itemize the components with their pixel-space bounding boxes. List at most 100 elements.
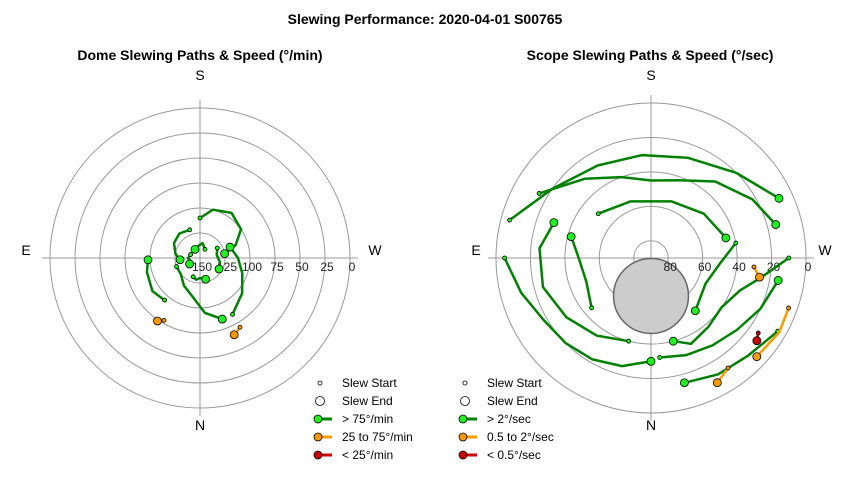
scope-tick-label: 60 bbox=[698, 260, 712, 274]
scope-slew-end-point bbox=[549, 218, 559, 228]
scope-slew-end-point bbox=[668, 336, 678, 346]
dome-slew-end-point bbox=[225, 242, 235, 252]
scope-legend-marker-medium bbox=[458, 432, 468, 442]
scope-slew-end-point bbox=[566, 232, 576, 242]
dome-slew-start-point bbox=[174, 264, 179, 269]
scope-chart-title: Scope Slewing Paths & Speed (°/sec) bbox=[527, 47, 774, 63]
dome-direction-bottom: N bbox=[195, 417, 205, 433]
dome-slew-path bbox=[228, 245, 244, 316]
dome-tick-label: 0 bbox=[349, 260, 356, 274]
scope-slew-end-point bbox=[752, 352, 762, 362]
scope-slew-path bbox=[537, 175, 778, 226]
dome-legend-label-start: Slew Start bbox=[342, 376, 397, 390]
dome-slew-start-point bbox=[214, 245, 220, 251]
scope-tick-label: 80 bbox=[664, 260, 678, 274]
dome-polar-plot: 150 125 100 75 50 25 0 bbox=[42, 100, 358, 416]
dome-slew-end-point bbox=[175, 255, 185, 265]
dome-legend-marker-slow bbox=[313, 450, 323, 460]
scope-polar-plot: 80 60 40 20 0 bbox=[488, 95, 814, 421]
scope-slew-end-point bbox=[712, 378, 722, 388]
scope-slew-start-point bbox=[626, 338, 632, 344]
dome-tick-label: 25 bbox=[320, 260, 334, 274]
dome-tick-label: 50 bbox=[295, 260, 309, 274]
scope-slew-end-point bbox=[755, 272, 764, 282]
scope-slew-end-point bbox=[771, 220, 781, 229]
scope-slew-path bbox=[694, 241, 738, 313]
dome-slew-path bbox=[145, 258, 166, 302]
scope-slew-end-point bbox=[721, 233, 731, 243]
scope-slew-path bbox=[538, 221, 630, 343]
dome-slew-path bbox=[198, 208, 243, 255]
dome-legend-label-end: Slew End bbox=[342, 394, 393, 408]
scope-slew-end-point bbox=[773, 276, 783, 285]
scope-legend-label-medium: 0.5 to 2°/sec bbox=[487, 430, 554, 444]
dome-direction-right: W bbox=[368, 242, 382, 258]
scope-legend-start-marker bbox=[462, 380, 468, 386]
dome-legend-label-slow: < 25°/min bbox=[342, 448, 393, 462]
dome-slew-end-point bbox=[229, 330, 239, 340]
dome-direction-left: E bbox=[21, 242, 30, 258]
scope-slew-start-point bbox=[751, 264, 757, 270]
dome-tick-label: 100 bbox=[242, 260, 262, 274]
dome-slew-path bbox=[172, 228, 191, 261]
dome-slew-start-point bbox=[187, 227, 193, 233]
scope-slew-path bbox=[569, 235, 593, 310]
dome-slew-end-point bbox=[217, 314, 227, 324]
dome-slew-end-point bbox=[190, 244, 200, 254]
dome-legend: Slew Start Slew End > 75°/min 25 to 75°/min… bbox=[313, 376, 413, 462]
scope-slew-end-point bbox=[646, 356, 656, 366]
dome-tick-label: 150 bbox=[192, 260, 212, 274]
scope-direction-bottom: N bbox=[646, 417, 656, 433]
dome-slew-start-point bbox=[237, 324, 243, 330]
scope-direction-top: S bbox=[646, 67, 655, 83]
scope-slew-end-point bbox=[680, 378, 689, 388]
scope-slew-path bbox=[658, 279, 780, 359]
dome-slew-end-point bbox=[185, 259, 195, 269]
dome-slew-end-point bbox=[153, 316, 162, 326]
dome-direction-top: S bbox=[195, 67, 204, 83]
dome-legend-label-medium: 25 to 75°/min bbox=[342, 430, 413, 444]
dome-legend-marker-fast bbox=[313, 414, 323, 424]
dome-slew-start-point bbox=[190, 274, 196, 280]
dome-slew-end-point bbox=[143, 255, 153, 265]
dome-slew-end-point bbox=[201, 274, 211, 284]
scope-slew-path bbox=[503, 256, 653, 368]
scope-slew-start-point bbox=[733, 240, 739, 246]
scope-zenith-limit bbox=[612, 257, 690, 335]
dome-tick-label: 75 bbox=[270, 260, 284, 274]
scope-slew-start-point bbox=[786, 255, 792, 261]
scope-slew-start-point bbox=[786, 305, 791, 311]
scope-legend: Slew Start Slew End > 2°/sec 0.5 to 2°/sec <… bbox=[458, 376, 554, 462]
scope-slew-path bbox=[683, 329, 780, 385]
dome-legend-end-marker bbox=[315, 396, 325, 406]
scope-slew-path bbox=[596, 200, 728, 240]
scope-slew-start-point bbox=[589, 305, 595, 311]
dome-slew-start-point bbox=[197, 215, 203, 221]
dome-chart-title: Dome Slewing Paths & Speed (°/min) bbox=[77, 47, 322, 63]
scope-slew-start-point bbox=[755, 330, 761, 336]
dome-slew-start-point bbox=[202, 246, 208, 252]
dome-slew-start-point bbox=[230, 311, 235, 317]
dome-slew-start-point bbox=[161, 317, 167, 323]
scope-slew-path bbox=[755, 306, 790, 358]
scope-legend-marker-slow bbox=[458, 450, 468, 460]
scope-legend-marker-fast bbox=[458, 414, 468, 424]
scope-direction-right: W bbox=[818, 242, 832, 258]
scope-slew-path bbox=[508, 153, 781, 222]
dome-slew-end-point bbox=[214, 264, 224, 274]
dome-slew-start-point bbox=[188, 252, 194, 257]
scope-slew-end-point bbox=[752, 336, 762, 346]
scope-slew-start-point bbox=[725, 365, 731, 371]
dome-legend-label-fast: > 75°/min bbox=[342, 412, 393, 426]
scope-legend-label-end: Slew End bbox=[487, 394, 538, 408]
dome-slew-path bbox=[175, 265, 224, 321]
scope-slew-end-point bbox=[774, 193, 784, 203]
scope-legend-end-marker bbox=[460, 396, 470, 406]
scope-legend-label-slow: < 0.5°/sec bbox=[487, 448, 541, 462]
dome-slew-start-point bbox=[162, 297, 168, 303]
scope-legend-label-start: Slew Start bbox=[487, 376, 542, 390]
dome-legend-marker-medium bbox=[313, 432, 323, 442]
scope-slew-path bbox=[672, 256, 791, 346]
scope-legend-label-fast: > 2°/sec bbox=[487, 412, 531, 426]
